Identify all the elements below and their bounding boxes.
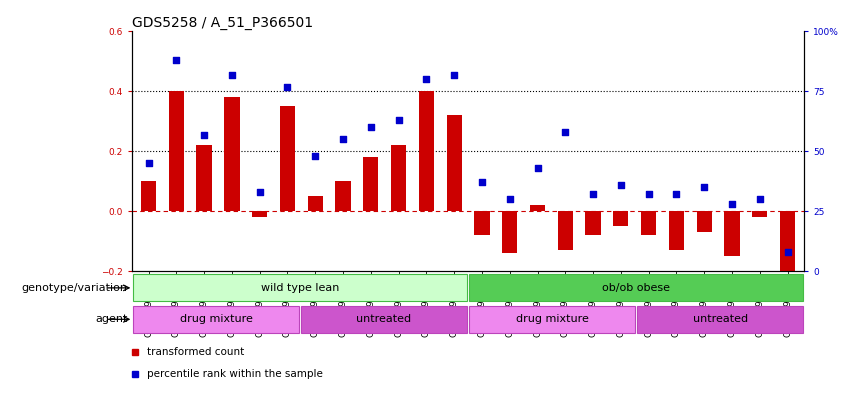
Bar [447, 115, 462, 211]
Point [725, 201, 739, 207]
Bar [280, 107, 295, 211]
Point [697, 184, 711, 190]
Bar [637, 306, 803, 333]
Text: genotype/variation: genotype/variation [21, 283, 128, 293]
Bar [474, 211, 489, 235]
Bar [614, 211, 629, 226]
Point [420, 76, 433, 83]
Text: GDS5258 / A_51_P366501: GDS5258 / A_51_P366501 [132, 17, 313, 30]
Bar [724, 211, 740, 256]
Bar [391, 145, 406, 211]
Point [558, 129, 572, 135]
Text: wild type lean: wild type lean [260, 283, 340, 293]
Point [448, 72, 461, 78]
Point [169, 57, 183, 63]
Bar [585, 211, 601, 235]
Point [226, 72, 239, 78]
Text: untreated: untreated [357, 314, 412, 324]
Bar [307, 196, 323, 211]
Point [391, 117, 405, 123]
Bar [502, 211, 517, 253]
Bar [168, 91, 184, 211]
Text: drug mixture: drug mixture [516, 314, 589, 324]
Point [586, 191, 600, 198]
Point [364, 124, 378, 130]
Bar [252, 211, 267, 217]
Bar [141, 181, 157, 211]
Bar [557, 211, 573, 250]
Bar [641, 211, 656, 235]
Bar [335, 181, 351, 211]
Bar [669, 211, 684, 250]
Point [614, 182, 628, 188]
Point [197, 131, 211, 138]
Text: ob/ob obese: ob/ob obese [603, 283, 670, 293]
Text: agent: agent [95, 314, 128, 324]
Point [142, 160, 156, 166]
Bar [197, 145, 212, 211]
Text: drug mixture: drug mixture [180, 314, 253, 324]
Point [308, 153, 322, 159]
Point [336, 136, 350, 142]
Bar [133, 274, 467, 301]
Text: transformed count: transformed count [146, 347, 244, 357]
Bar [225, 97, 239, 211]
Bar [469, 306, 635, 333]
Bar [469, 274, 803, 301]
Bar [780, 211, 795, 277]
Bar [419, 91, 434, 211]
Point [531, 165, 545, 171]
Point [670, 191, 683, 198]
Bar [133, 306, 299, 333]
Point [642, 191, 655, 198]
Bar [301, 306, 467, 333]
Point [753, 196, 767, 202]
Point [253, 189, 266, 195]
Text: untreated: untreated [693, 314, 748, 324]
Point [475, 179, 488, 185]
Bar [697, 211, 711, 232]
Point [503, 196, 517, 202]
Text: percentile rank within the sample: percentile rank within the sample [146, 369, 323, 379]
Point [780, 249, 794, 255]
Point [281, 83, 294, 90]
Bar [752, 211, 768, 217]
Bar [530, 205, 545, 211]
Bar [363, 157, 379, 211]
